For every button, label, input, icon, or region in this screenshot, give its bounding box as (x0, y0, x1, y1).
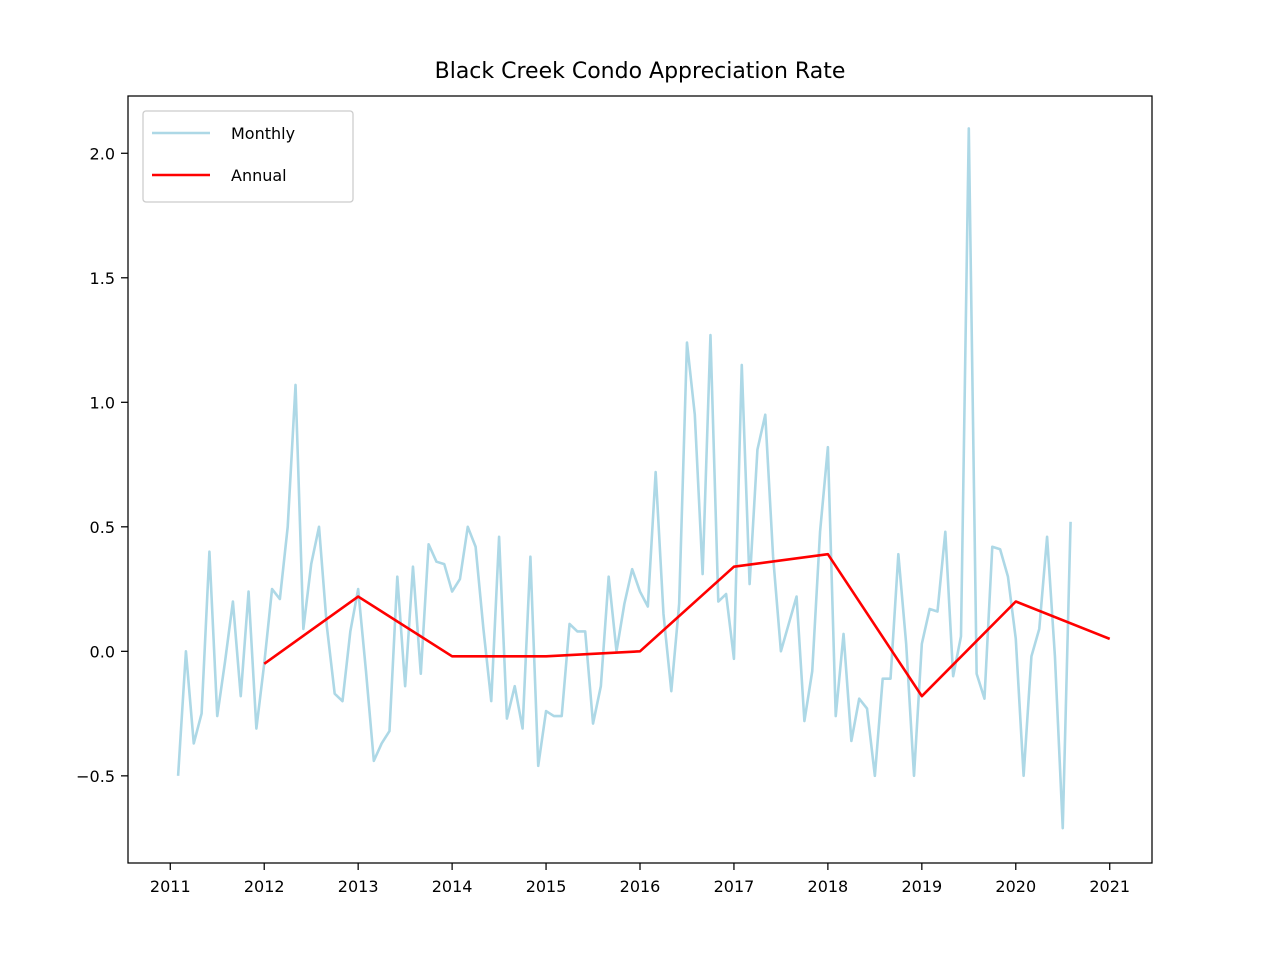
x-tick-label: 2011 (150, 877, 191, 896)
legend-label-monthly: Monthly (231, 124, 295, 143)
x-tick-label: 2017 (714, 877, 755, 896)
x-axis: 2011 2012 2013 2014 2015 2016 2017 2018 2019 2020… (150, 863, 1130, 896)
x-tick-label: 2018 (808, 877, 849, 896)
legend-label-annual: Annual (231, 166, 287, 185)
x-tick-label: 2016 (620, 877, 661, 896)
legend: Monthly Annual (142, 110, 354, 203)
y-tick-label: 0.0 (90, 642, 115, 661)
y-tick-label: −0.5 (76, 767, 115, 786)
x-tick-label: 2019 (901, 877, 942, 896)
y-axis: −0.5 0.0 0.5 1.0 1.5 2.0 (76, 144, 128, 786)
series-line-monthly (176, 127, 1072, 830)
x-tick-label: 2021 (1089, 877, 1130, 896)
y-tick-label: 1.5 (90, 269, 115, 288)
series-line-annual (263, 552, 1111, 698)
plot-area-frame (127, 95, 1153, 864)
y-tick-label: 0.5 (90, 518, 115, 537)
x-tick-label: 2013 (338, 877, 379, 896)
y-tick-label: 2.0 (90, 144, 115, 163)
chart-title: Black Creek Condo Appreciation Rate (435, 59, 846, 84)
x-tick-label: 2014 (432, 877, 473, 896)
y-tick-label: 1.0 (90, 393, 115, 412)
series-layer (176, 127, 1111, 830)
x-tick-label: 2015 (526, 877, 567, 896)
x-tick-label: 2020 (995, 877, 1036, 896)
x-tick-label: 2012 (244, 877, 285, 896)
